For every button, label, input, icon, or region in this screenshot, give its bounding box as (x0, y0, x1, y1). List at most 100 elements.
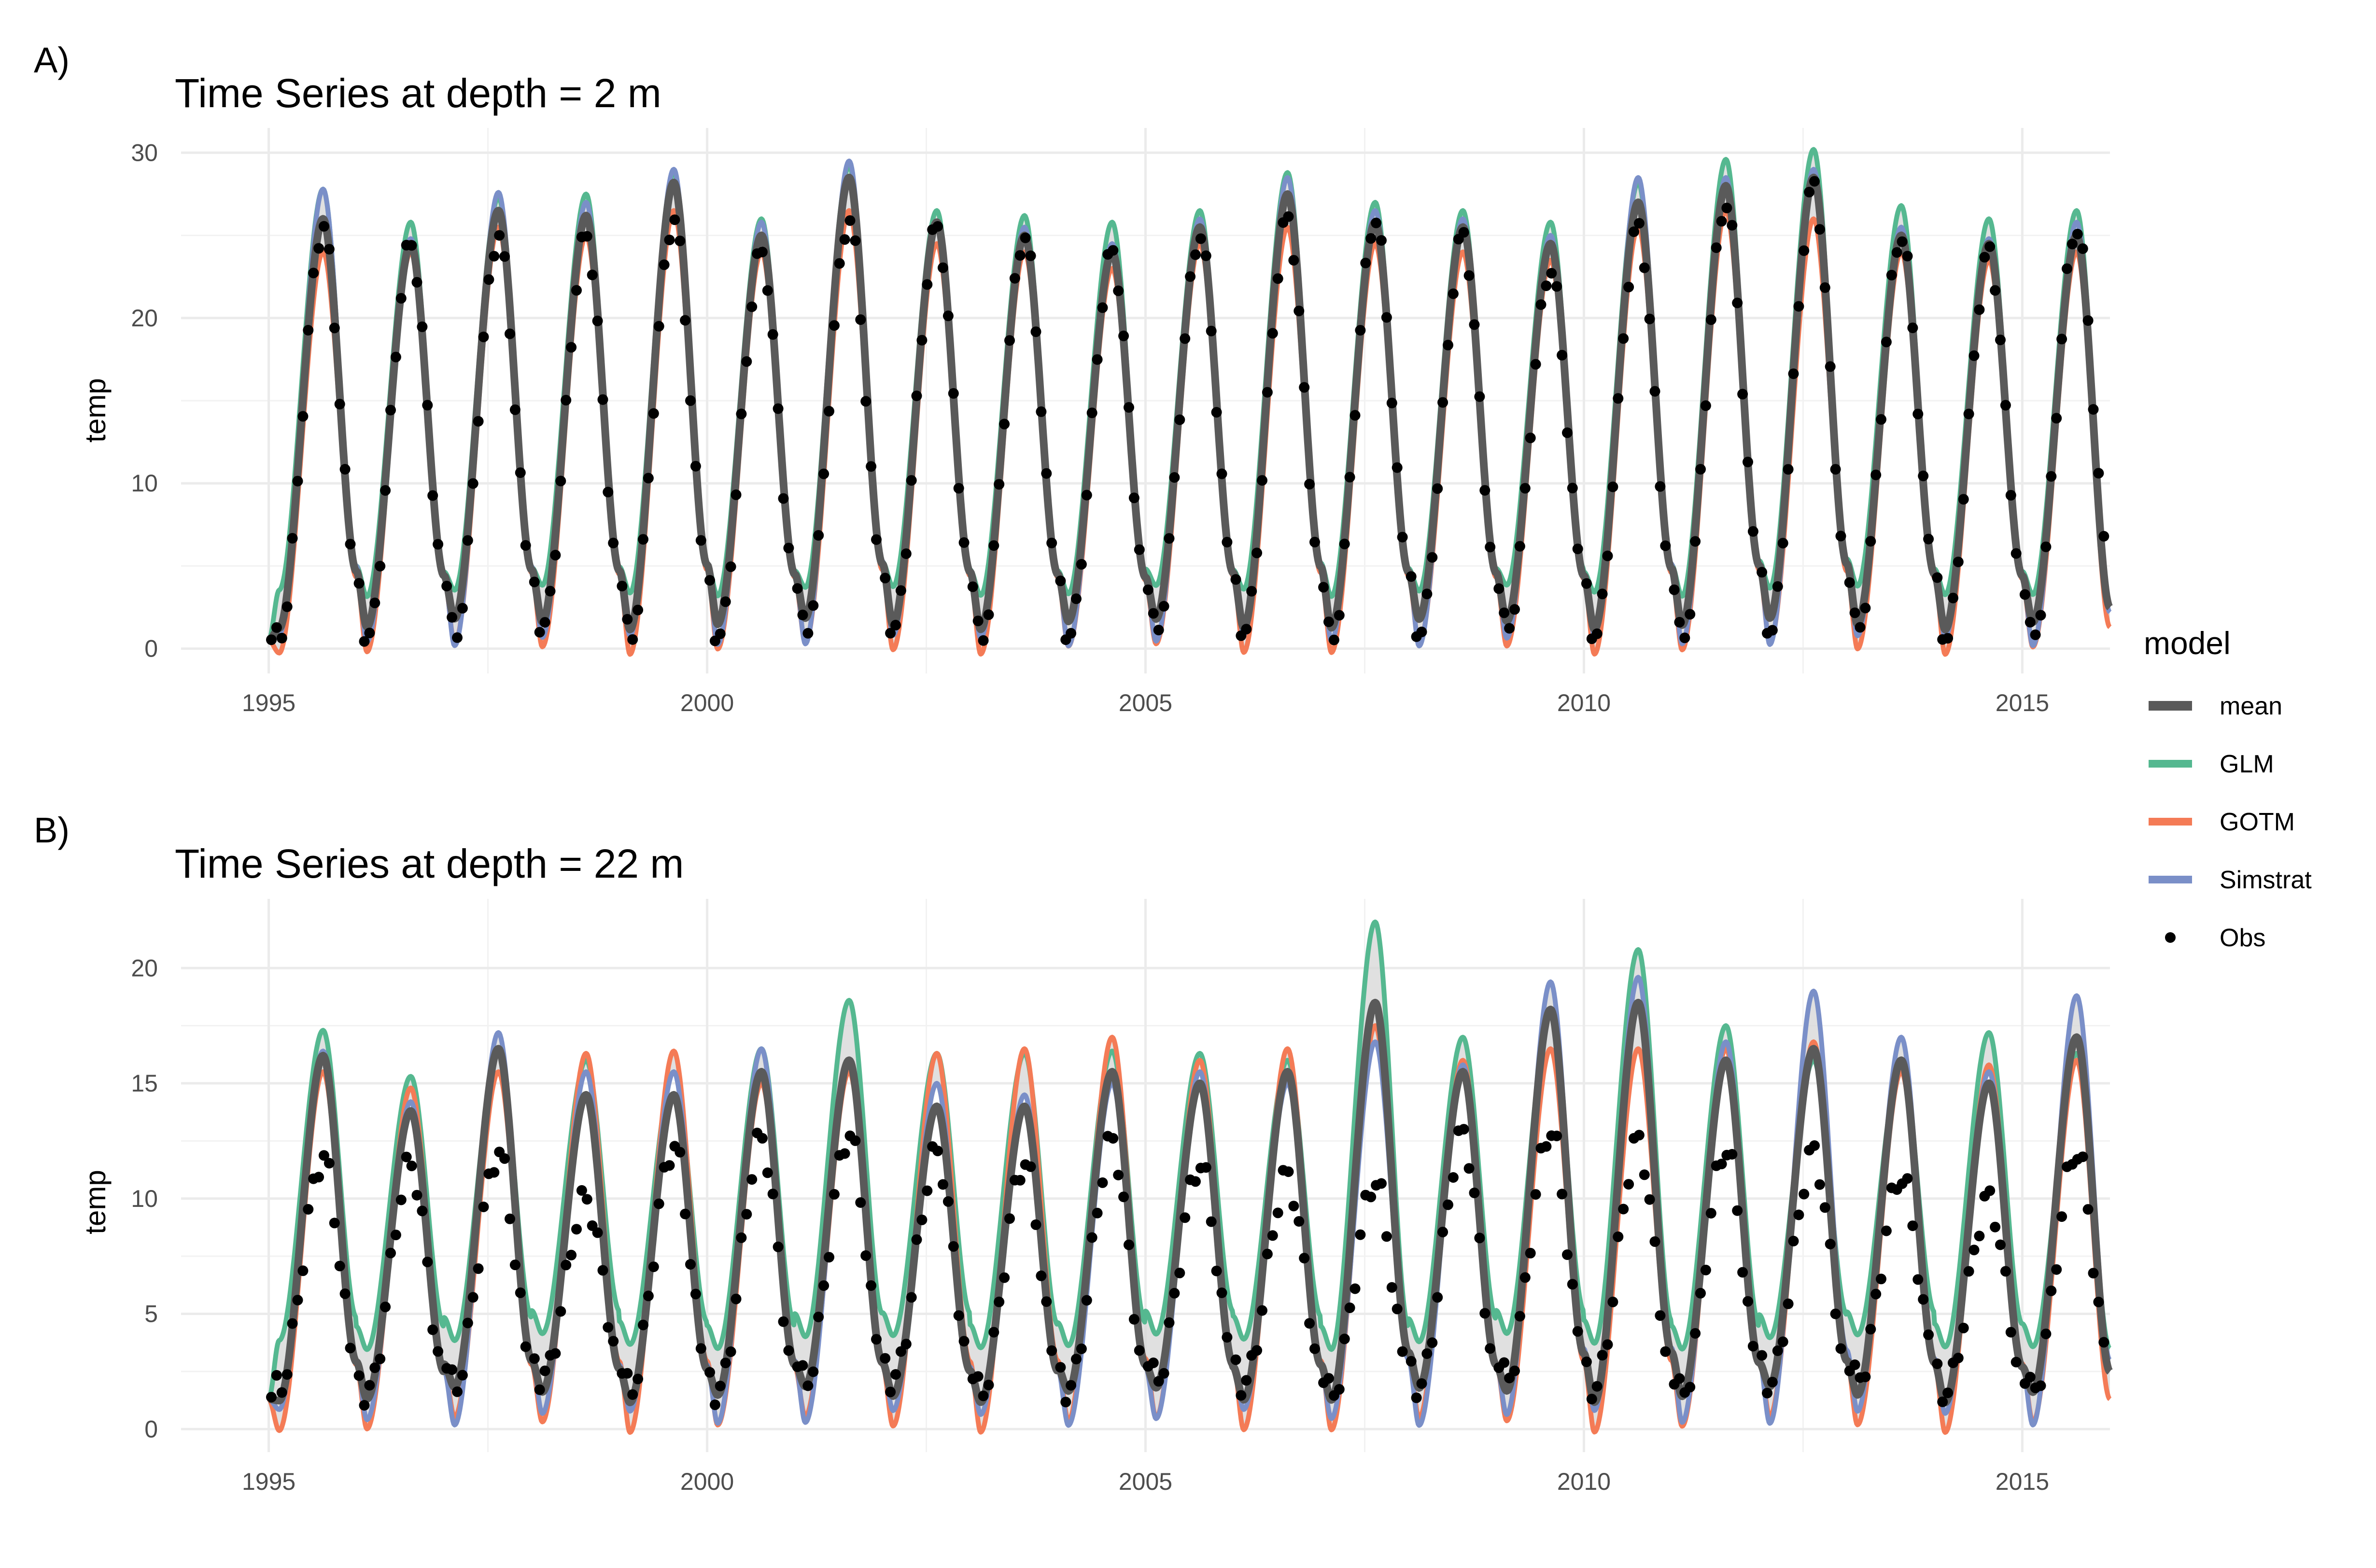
panel-a-obs-point (1747, 526, 1758, 537)
panel-b-obs-point (680, 1208, 691, 1219)
panel-a-obs-point (958, 537, 970, 548)
panel-b-obs-point (1716, 1159, 1727, 1170)
panel-a-series-mean (266, 173, 2113, 644)
panel-b-obs-point (1607, 1296, 1618, 1307)
panel-a-obs-point (1669, 584, 1680, 595)
panel-a-obs-point (1222, 537, 1233, 547)
panel-a-obs-point (783, 543, 794, 554)
panel-b-obs-point (1937, 1396, 1948, 1407)
panel-a-obs-point (1339, 538, 1350, 549)
legend: model mean GLM GOTM Simstrat Obs (2144, 625, 2312, 952)
panel-a-obs-point (638, 534, 648, 545)
panel-a-obs-point (581, 231, 592, 242)
panel-b-obs-point (1912, 1274, 1924, 1285)
panel-b-obs-point (916, 1214, 928, 1225)
panel-b-obs-point (364, 1380, 375, 1391)
panel-b-obs-point (1799, 1189, 1810, 1200)
panel-a-obs-point (834, 258, 845, 269)
panel-a-obs-point (1323, 616, 1334, 628)
panel-a-obs-point (1304, 478, 1315, 490)
panel-a-obs-point (2051, 413, 2062, 424)
panel-a-obs-point (473, 416, 484, 427)
panel-b-obs-point (1695, 1288, 1706, 1299)
panel-b-obs-point (1474, 1232, 1485, 1244)
legend-item-gotm: GOTM (2149, 808, 2295, 836)
panel-a-obs-point (797, 609, 808, 620)
panel-b-obs-point (1649, 1236, 1660, 1247)
panel-b-obs-point (953, 1310, 964, 1321)
panel-b-y-tick-label: 0 (144, 1415, 158, 1442)
panel-b-obs-point (1974, 1231, 1985, 1242)
panel-b-obs-point (664, 1160, 675, 1171)
panel-b-obs-point (1509, 1365, 1520, 1376)
panel-b-obs-point (1437, 1227, 1448, 1238)
panel-a-obs-point (890, 619, 901, 630)
panel-b-obs-point (1772, 1345, 1783, 1356)
panel-b-obs-point (2035, 1380, 2046, 1391)
panel-a-obs-point (1293, 306, 1305, 317)
panel-a-obs-point (1118, 330, 1129, 341)
panel-b-series-mean (266, 998, 2113, 1407)
panel-b-obs-point (329, 1218, 340, 1229)
panel-a-obs-point (520, 540, 531, 551)
panel-b-obs-point (1737, 1267, 1748, 1278)
panel-b-obs-point (1025, 1161, 1036, 1172)
panel-b-obs-point (1041, 1296, 1052, 1307)
panel-a-obs-point (1262, 387, 1273, 398)
panel-a-obs-point (1685, 609, 1696, 620)
panel-a-obs-point (1757, 567, 1768, 578)
panel-a-obs-point (467, 478, 478, 489)
panel-b-obs-point (1251, 1345, 1263, 1356)
panel-a-obs-point (643, 473, 654, 484)
panel-a-obs-point (483, 274, 494, 285)
panel-b-x-tick-label: 2000 (680, 1468, 734, 1495)
panel-b-obs-point (1432, 1292, 1443, 1303)
panel-a-obs-point (1690, 536, 1701, 547)
panel-a-obs-point (1142, 584, 1153, 595)
panel-a-obs-point (818, 468, 829, 479)
panel-a-obs-point (1557, 350, 1568, 361)
panel-a-obs-point (1443, 339, 1453, 350)
panel-b-obs-point (1613, 1231, 1624, 1242)
panel-b-obs-point (704, 1367, 715, 1378)
panel-b-obs-point (1819, 1202, 1830, 1213)
panel-a-obs-point (1009, 273, 1020, 284)
panel-b-obs-point (576, 1185, 587, 1196)
panel-a-obs-point (1793, 301, 1804, 312)
panel-a-obs-point (1148, 608, 1159, 619)
panel-a-obs-point (627, 634, 638, 645)
panel-b-obs-point (695, 1343, 706, 1354)
panel-a-obs-point (545, 586, 556, 597)
panel-a-tag: A) (34, 40, 70, 80)
panel-b-obs-point (447, 1364, 458, 1375)
panel-a-obs-point (895, 585, 906, 596)
panel-b-obs-point (1876, 1274, 1886, 1285)
panel-a-obs-point (1743, 457, 1753, 467)
panel-a-obs-point (1097, 302, 1108, 313)
panel-a-obs-point (1562, 427, 1573, 438)
panel-a-obs-point (1727, 220, 1738, 231)
panel-b-obs-point (1644, 1194, 1655, 1205)
panel-a-obs-point (792, 583, 803, 594)
panel-a-obs-point (406, 240, 417, 251)
panel-a-obs-point (390, 351, 401, 363)
panel-b-obs-point (2093, 1297, 2104, 1307)
panel-b-obs-point (773, 1241, 784, 1252)
panel-a-obs-point (1055, 575, 1066, 587)
panel-a-obs-point (1041, 468, 1052, 479)
panel-b-obs-point (539, 1365, 550, 1376)
panel-a-obs-point (1716, 216, 1727, 227)
panel-a-obs-point (813, 530, 824, 541)
panel-b-obs-point (303, 1204, 314, 1215)
panel-a-obs-point (648, 408, 659, 419)
panel-a-obs-point (885, 628, 896, 639)
panel-a-obs-point (1958, 494, 1969, 505)
panel-a-obs-point (441, 581, 452, 591)
panel-b-obs-point (1757, 1350, 1768, 1361)
panel-a-obs-point (704, 575, 715, 586)
panel-b-obs-point (1427, 1337, 1438, 1348)
panel-a-obs-point (1246, 586, 1257, 597)
panel-b-obs-point (1777, 1336, 1788, 1347)
panel-b-obs-point (1272, 1207, 1283, 1218)
panel-a-obs-point (1334, 610, 1345, 621)
